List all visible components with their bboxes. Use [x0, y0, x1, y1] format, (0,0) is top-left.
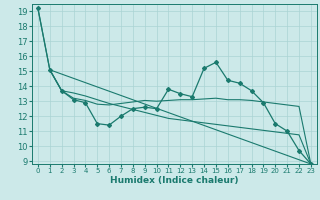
X-axis label: Humidex (Indice chaleur): Humidex (Indice chaleur): [110, 176, 239, 185]
